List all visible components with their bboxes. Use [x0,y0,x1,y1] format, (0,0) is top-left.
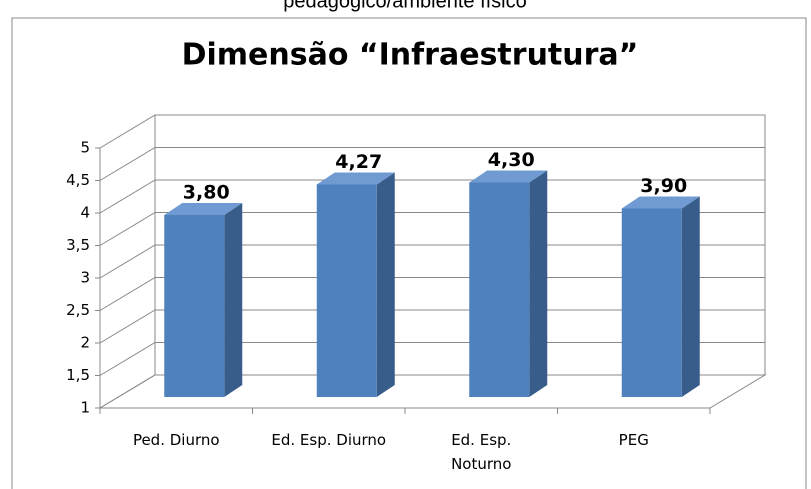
bar-side [681,196,700,397]
bar-top [316,172,395,185]
grid-line [99,212,765,246]
y-tick-label: 1,5 [66,366,90,384]
y-tick-label: 5 [80,139,90,157]
x-tick-label: Ed. Esp. Noturno [451,431,512,473]
y-tick-label: 2,5 [66,301,90,319]
y-tick-label: 1 [80,399,90,417]
bar [164,215,225,397]
bar-top [469,170,548,183]
x-tick-label: Ed. Esp. Diurno [271,431,387,449]
grid-line [99,147,765,181]
bar [469,182,530,397]
grid-line [99,114,765,149]
bar [316,184,377,397]
y-tick-label: 3,5 [66,236,90,254]
grid-line [99,342,765,376]
bar-top [164,203,243,215]
header-text: pedagógico/ambiente físico [283,0,527,12]
y-tick-label: 4,5 [66,171,90,189]
y-tick-label: 3 [80,269,90,287]
grid-line [99,179,765,214]
value-label: 3,80 [183,182,230,204]
value-label: 3,90 [640,175,687,197]
grid-line [99,244,765,279]
grid-line [99,374,765,409]
bar-side [376,172,395,397]
grid-line [99,309,765,344]
bar-side [529,170,548,397]
x-tick-label: Ped. Diurno [132,431,220,449]
value-label: 4,27 [335,151,382,173]
grid-line [99,277,765,311]
y-tick-label: 2 [80,334,90,352]
bar-top [621,196,700,209]
chart-title: Dimensão “Infraestrutura” [182,38,639,73]
x-tick-label: PEG [618,431,649,449]
bar [621,208,682,397]
bar-side [224,203,243,397]
y-tick-label: 4 [80,204,90,222]
value-label: 4,30 [488,149,535,171]
